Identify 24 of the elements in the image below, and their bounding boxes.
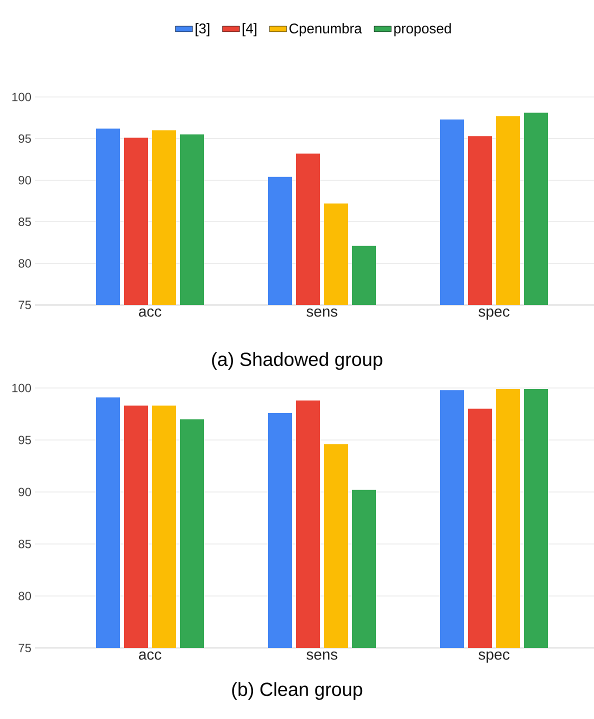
y-tick-label: 100 <box>12 92 31 102</box>
y-tick-label: 85 <box>18 540 31 548</box>
x-tick-label: spec <box>478 652 510 663</box>
y-tick-label: 95 <box>18 436 31 444</box>
y-tick-label: 90 <box>18 488 31 496</box>
legend-label: [3] <box>196 23 210 36</box>
x-tick-label: acc <box>138 652 162 660</box>
legend-label: [4] <box>242 23 256 36</box>
text: (b) Clean group <box>232 682 362 700</box>
x-tick-label: spec <box>478 308 510 320</box>
y-tick-label: 90 <box>18 176 31 184</box>
y-tick-label: 85 <box>18 218 31 226</box>
y-tick-label: 95 <box>18 134 31 143</box>
text: (a) Shadowed group <box>212 352 382 370</box>
legend-label: Cpenumbra <box>289 23 362 36</box>
y-tick-label: 75 <box>18 300 31 310</box>
x-tick-label: sens <box>306 652 338 660</box>
y-tick-label: 75 <box>18 644 31 652</box>
x-tick-label: sens <box>306 308 338 317</box>
x-tick-label: acc <box>138 308 162 317</box>
y-tick-label: 100 <box>12 384 31 392</box>
legend-label: proposed <box>394 23 451 36</box>
y-tick-label: 80 <box>18 259 31 268</box>
y-tick-label: 80 <box>18 592 31 600</box>
